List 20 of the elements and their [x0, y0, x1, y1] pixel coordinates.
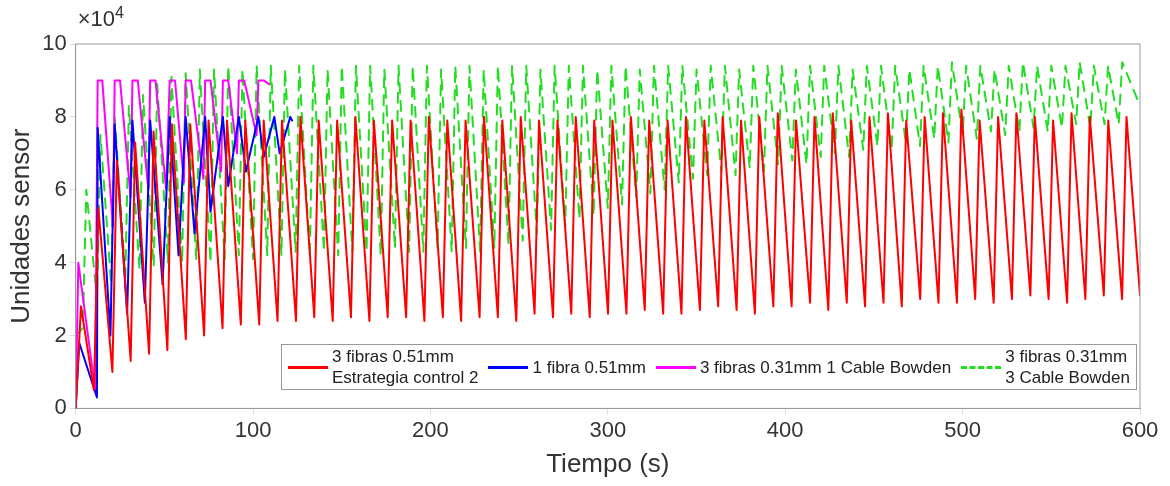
x-tick-label: 200 — [412, 416, 449, 442]
text: ×10$^{4}$ — [77, 4, 124, 33]
legend-label: 3 fibras 0.31mm 1 Cable Bowden — [699, 356, 952, 378]
line-series — [75, 61, 1140, 337]
legend-label: 3 fibras 0.31mm 3 Cable Bowden — [1005, 346, 1130, 389]
y-tick-label: 0 — [54, 394, 67, 420]
y-tick-label: 2 — [54, 321, 67, 347]
x-tick-label: 400 — [766, 416, 804, 442]
x-tick-label: 300 — [589, 416, 627, 442]
y-tick-label: 4 — [54, 248, 67, 274]
x-tick-label: 600 — [1121, 416, 1159, 442]
x-tick-label: 500 — [944, 416, 981, 442]
legend-label: 3 fibras 0.51mm Estrategia control 2 — [332, 346, 479, 389]
y-tick-label: 8 — [54, 102, 67, 128]
y-tick-label: 10 — [42, 30, 67, 56]
x-tick-label: 100 — [234, 416, 272, 442]
y-axis-title: Unidades sensor — [4, 128, 35, 324]
legend-label: 1 fibra 0.51mm — [532, 356, 646, 378]
y-tick-label: 6 — [54, 175, 67, 201]
x-axis-title: Tiempo (s) — [546, 447, 670, 478]
